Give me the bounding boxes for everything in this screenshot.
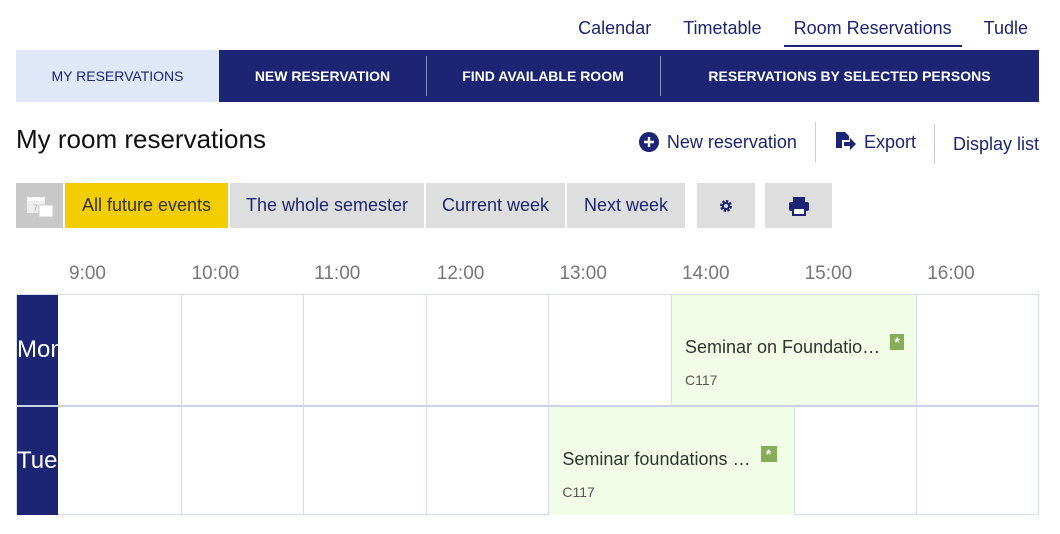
hour-label: 9:00 (69, 263, 106, 284)
hour-label: 16:00 (927, 263, 975, 284)
display-list-link[interactable]: Display list (933, 124, 1039, 164)
nav-tudle[interactable]: Tudle (983, 18, 1028, 38)
gear-icon (720, 199, 732, 212)
hour-label: 11:00 (314, 263, 361, 284)
hour-label: 13:00 (559, 263, 607, 284)
day-row: Mon Seminar on Foundatio… * C117 (17, 295, 1038, 405)
filter-next-week[interactable]: Next week (567, 183, 685, 228)
filter-all-future-events[interactable]: All future events (65, 183, 228, 228)
star-badge: * (760, 445, 777, 462)
new-reservation-button[interactable]: New reservation (621, 122, 815, 162)
hour-cell[interactable] (793, 407, 795, 515)
hour-cell[interactable] (548, 295, 550, 405)
hour-label: 10:00 (191, 263, 240, 284)
filter-current-week[interactable]: Current week (426, 183, 565, 228)
nav-room-reservations[interactable]: Room Reservations (783, 14, 962, 47)
hour-cell[interactable] (916, 295, 918, 405)
filter-whole-semester[interactable]: The whole semester (230, 183, 424, 228)
calendar-icon: 7 (26, 196, 53, 217)
nav-timetable[interactable]: Timetable (683, 18, 762, 38)
tab-new-reservation[interactable]: NEW RESERVATION (254, 68, 391, 84)
settings-button[interactable] (697, 183, 755, 228)
export-label: Export (863, 131, 916, 152)
tab-my-reservations[interactable]: MY RESERVATIONS (16, 50, 219, 102)
page-title: My room reservations (16, 124, 266, 154)
reservation-event[interactable]: Seminar foundations … * C117 (548, 407, 794, 515)
tab-reservations-by-selected-persons[interactable]: RESERVATIONS BY SELECTED PERSONS (660, 50, 1039, 102)
new-reservation-label: New reservation (666, 131, 797, 152)
reservation-tabs: MY RESERVATIONS NEW RESERVATION FIND AVA… (16, 50, 1039, 102)
calendar-picker-button[interactable]: 7 (16, 183, 63, 228)
hour-label: 12:00 (436, 263, 485, 284)
hour-cell[interactable] (303, 407, 305, 515)
event-title: Seminar on Foundatio… (685, 337, 881, 357)
hour-cell[interactable] (916, 407, 918, 515)
event-room: C117 (685, 372, 718, 388)
hour-cell[interactable] (425, 407, 427, 515)
svg-text:7: 7 (33, 203, 38, 213)
print-button[interactable] (765, 183, 832, 228)
star-badge: * (890, 333, 905, 350)
day-label: Mon (17, 295, 58, 405)
nav-calendar[interactable]: Calendar (578, 18, 652, 38)
reservation-event[interactable]: Seminar on Foundatio… * C117 (671, 295, 917, 405)
day-label: Tue (17, 407, 58, 515)
hour-cell[interactable] (180, 407, 182, 515)
hour-cell[interactable] (425, 295, 427, 405)
hour-label: 15:00 (804, 263, 853, 284)
reservation-timeline: Mon Seminar on Foundatio… * C117 Tue Seminar … (16, 294, 1039, 515)
event-title: Seminar foundations … (562, 449, 751, 469)
hour-cell[interactable] (180, 295, 182, 405)
period-filters: 7 All future events The whole semester C… (16, 183, 832, 228)
tab-find-available-room[interactable]: FIND AVAILABLE ROOM (426, 50, 660, 102)
day-row: Tue Seminar foundations … * C117 (17, 405, 1038, 515)
hour-cell[interactable] (303, 295, 305, 405)
hour-label: 14:00 (682, 263, 730, 284)
event-room: C117 (562, 484, 595, 500)
export-icon (835, 132, 856, 150)
top-nav: Calendar Timetable Room Reservations Tud… (556, 14, 1038, 47)
export-button[interactable]: Export (814, 122, 934, 162)
plus-circle-icon (638, 132, 659, 152)
printer-icon (788, 196, 809, 216)
